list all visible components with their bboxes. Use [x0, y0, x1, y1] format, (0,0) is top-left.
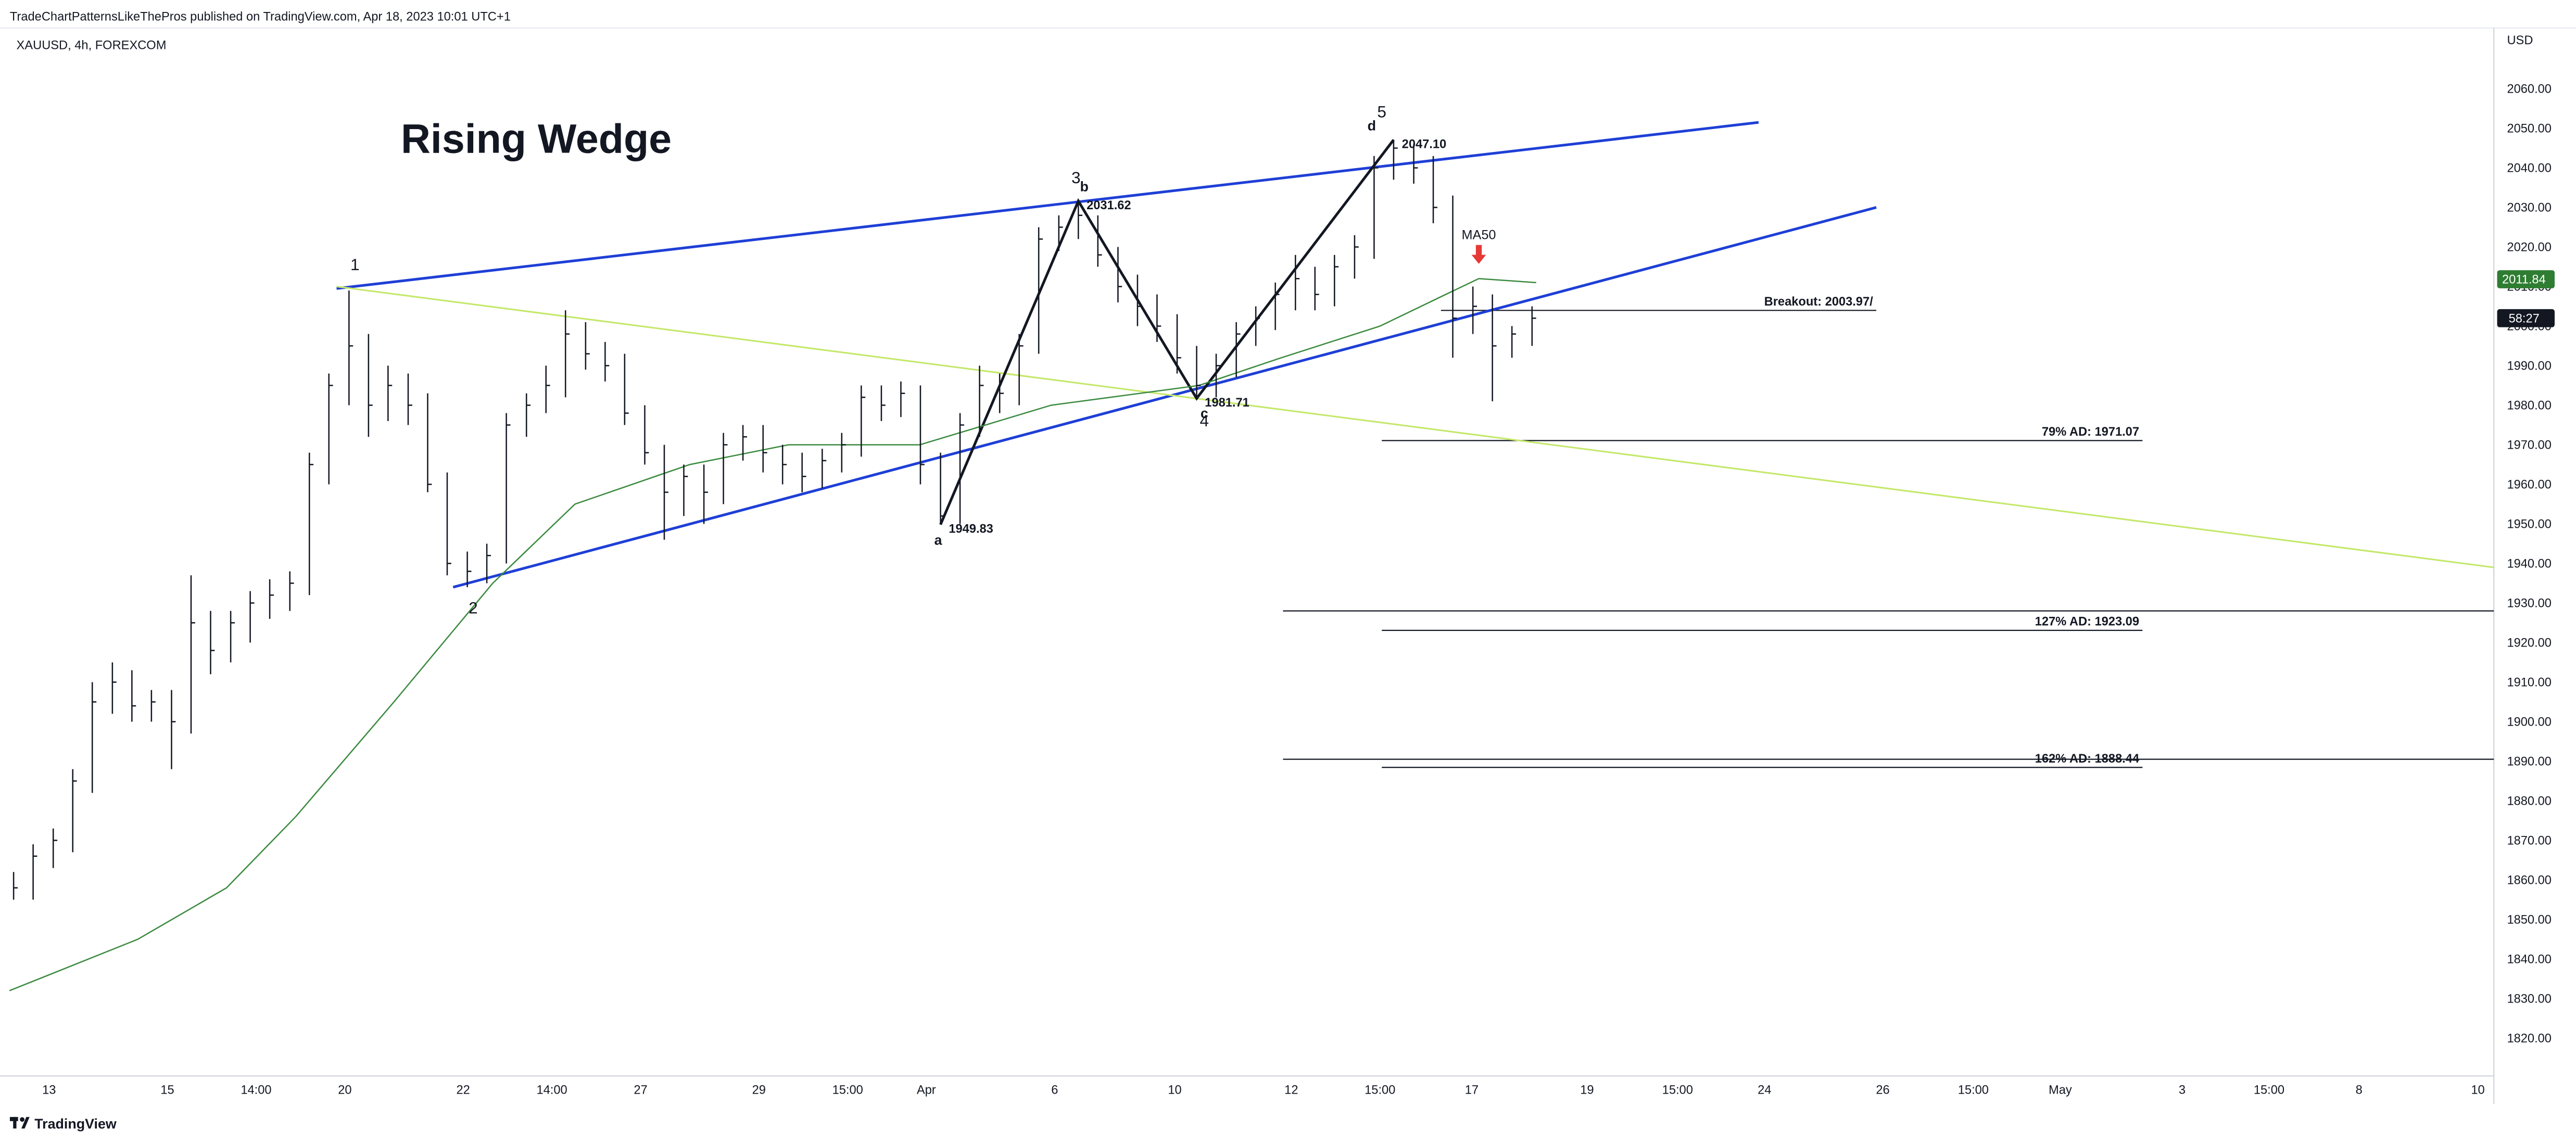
- x-tick-label: 8: [2356, 1084, 2363, 1097]
- wave-label: b: [1080, 179, 1088, 195]
- price-label: 1981.71: [1205, 396, 1249, 410]
- countdown: 58:27: [2509, 312, 2540, 325]
- price-label: 2047.10: [1402, 137, 1447, 151]
- x-tick-label: 15:00: [832, 1084, 863, 1097]
- wave-label: a: [935, 532, 943, 548]
- x-tick-label: 24: [1758, 1084, 1771, 1097]
- y-tick-label: 2020.00: [2507, 241, 2552, 255]
- x-tick-label: 15: [160, 1084, 174, 1097]
- trendline: [336, 121, 1759, 290]
- y-tick-label: 1890.00: [2507, 755, 2552, 769]
- brand-logo: [9, 1117, 30, 1129]
- y-tick-label: 1920.00: [2507, 637, 2552, 650]
- x-tick-label: 15:00: [1365, 1084, 1395, 1097]
- price-badge-label: 2011.84: [2502, 273, 2546, 287]
- wave-label: d: [1368, 118, 1376, 134]
- brand: TradingView: [34, 1116, 117, 1132]
- trendline: [452, 206, 1877, 589]
- x-tick-label: 22: [456, 1084, 470, 1097]
- x-tick-label: 15:00: [2254, 1084, 2284, 1097]
- x-tick-label: 14:00: [241, 1084, 271, 1097]
- wave-label: 3: [1071, 168, 1081, 187]
- y-tick-label: 1980.00: [2507, 399, 2552, 413]
- price-badge: [2497, 270, 2555, 288]
- x-tick-label: 15:00: [1958, 1084, 1989, 1097]
- x-tick-label: 29: [752, 1084, 766, 1097]
- y-tick-label: 1880.00: [2507, 795, 2552, 808]
- wave-label: 4: [1200, 411, 1209, 430]
- price-label: 1949.83: [949, 523, 993, 536]
- x-tick-label: 12: [1284, 1084, 1298, 1097]
- currency: USD: [2507, 34, 2533, 47]
- plot-area: Breakout: 2003.97/79% AD: 1971.07 127% AD…: [9, 103, 2494, 992]
- moving-average: [9, 278, 1536, 992]
- x-tick-label: 15:00: [1662, 1084, 1693, 1097]
- y-tick-label: 1850.00: [2507, 914, 2552, 927]
- x-tick-label: May: [2049, 1084, 2072, 1097]
- level-label: 127% AD: 1923.09: [2035, 615, 2139, 628]
- wave-label: 5: [1377, 103, 1386, 121]
- y-tick-label: 2040.00: [2507, 162, 2552, 175]
- x-tick-label: 6: [1051, 1084, 1058, 1097]
- y-tick-label: 2050.00: [2507, 122, 2552, 136]
- x-tick-label: 10: [1168, 1084, 1181, 1097]
- x-tick-label: 26: [1876, 1084, 1889, 1097]
- y-tick-label: 1940.00: [2507, 557, 2552, 571]
- wave-label: 1: [350, 255, 360, 274]
- level-label: Breakout: 2003.97/: [1764, 295, 1873, 309]
- level-label: 79% AD: 1971.07: [2042, 425, 2139, 439]
- x-tick-label: 19: [1580, 1084, 1594, 1097]
- y-tick-label: 1960.00: [2507, 478, 2552, 492]
- wave-label: 2: [469, 599, 478, 617]
- y-tick-label: 1900.00: [2507, 716, 2552, 729]
- x-tick-label: 17: [1465, 1084, 1479, 1097]
- countdown-badge: [2497, 309, 2555, 327]
- y-tick-label: 1930.00: [2507, 597, 2552, 611]
- y-tick-label: 1830.00: [2507, 993, 2552, 1006]
- x-tick-label: 10: [2471, 1084, 2484, 1097]
- y-tick-label: 2030.00: [2507, 201, 2552, 215]
- x-tick-label: 20: [338, 1084, 351, 1097]
- wave-label: c: [1201, 405, 1208, 421]
- x-tick-label: 27: [634, 1084, 647, 1097]
- y-tick-label: 1870.00: [2507, 834, 2552, 848]
- y-tick-label: 1950.00: [2507, 518, 2552, 531]
- x-tick-label: 13: [42, 1084, 56, 1097]
- marker-arrow: [1471, 245, 1486, 264]
- marker-label: MA50: [1462, 228, 1496, 243]
- y-tick-label: 1910.00: [2507, 676, 2552, 690]
- y-tick-label: 1970.00: [2507, 439, 2552, 452]
- y-tick-label: 2060.00: [2507, 83, 2552, 96]
- y-tick-label: 1840.00: [2507, 953, 2552, 967]
- y-tick-label: 1990.00: [2507, 360, 2552, 373]
- trendline: [336, 285, 2494, 568]
- chart-title: Rising Wedge: [401, 116, 672, 162]
- x-tick-label: 14:00: [536, 1084, 567, 1097]
- symbol-info: XAUUSD, 4h, FOREXCOM: [17, 39, 167, 53]
- x-tick-label: 3: [2179, 1084, 2186, 1097]
- price-label: 2031.62: [1087, 199, 1131, 212]
- x-tick-label: Apr: [917, 1084, 936, 1097]
- y-tick-label: 1820.00: [2507, 1032, 2552, 1046]
- publish-info: TradeChartPatternsLikeThePros published …: [10, 10, 511, 24]
- y-tick-label: 1860.00: [2507, 874, 2552, 888]
